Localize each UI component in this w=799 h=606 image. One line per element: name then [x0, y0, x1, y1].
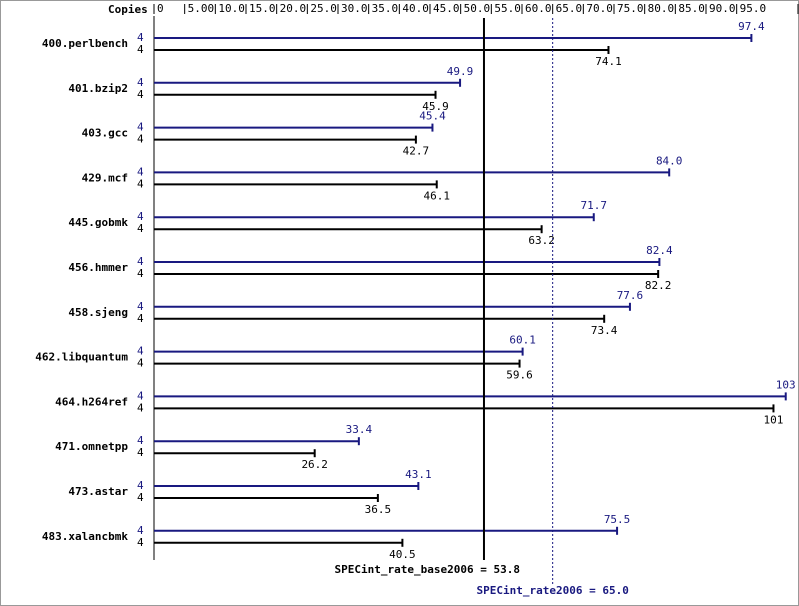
copies-label: 4 — [137, 43, 144, 56]
copies-label: 4 — [137, 300, 144, 313]
copies-label: 4 — [137, 401, 144, 414]
x-tick-label: 65.0 — [556, 2, 583, 15]
copies-label: 4 — [137, 255, 144, 268]
copies-label: 4 — [137, 165, 144, 178]
value-label: 82.4 — [646, 244, 673, 257]
benchmark-name: 462.libquantum — [35, 351, 128, 364]
value-label: 84.0 — [656, 154, 683, 167]
x-tick-label: 85.0 — [678, 2, 705, 15]
x-tick-label: 75.0 — [617, 2, 644, 15]
x-tick-label: 0 — [157, 2, 164, 15]
benchmark-name: 403.gcc — [82, 127, 128, 140]
benchmark-name: 458.sjeng — [68, 306, 128, 319]
x-tick-label: 60.0 — [525, 2, 552, 15]
benchmark-name: 400.perlbench — [42, 37, 128, 50]
value-label: 42.7 — [403, 145, 430, 158]
x-tick-label: 40.0 — [402, 2, 429, 15]
x-tick-label: 10.0 — [218, 2, 245, 15]
x-tick-label: 25.0 — [310, 2, 337, 15]
value-label: 101 — [764, 413, 784, 426]
x-tick-label: 20.0 — [280, 2, 307, 15]
copies-label: 4 — [137, 31, 144, 44]
benchmark-name: 445.gobmk — [68, 216, 128, 229]
benchmark-name: 471.omnetpp — [55, 440, 128, 453]
value-label: 26.2 — [301, 458, 328, 471]
value-label: 33.4 — [346, 423, 373, 436]
value-label: 103 — [776, 378, 796, 391]
copies-label: 4 — [137, 133, 144, 146]
benchmark-name: 401.bzip2 — [68, 82, 128, 95]
benchmark-name: 464.h264ref — [55, 395, 128, 408]
value-label: 82.2 — [645, 279, 672, 292]
value-label: 73.4 — [591, 324, 618, 337]
value-label: 63.2 — [528, 234, 555, 247]
copies-label: 4 — [137, 446, 144, 459]
benchmark-name: 483.xalancbmk — [42, 530, 128, 543]
x-tick-label: 55.0 — [494, 2, 521, 15]
x-tick-label: 95.0 — [740, 2, 767, 15]
value-label: 45.4 — [419, 110, 446, 123]
value-label: 75.5 — [604, 513, 631, 526]
copies-label: 4 — [137, 524, 144, 537]
value-label: 97.4 — [738, 20, 765, 33]
copies-label: 4 — [137, 312, 144, 325]
value-label: 71.7 — [581, 199, 608, 212]
copies-label: 4 — [137, 479, 144, 492]
benchmark-name: 456.hmmer — [68, 261, 128, 274]
x-tick-label: 45.0 — [433, 2, 460, 15]
copies-label: 4 — [137, 88, 144, 101]
reference-label: SPECint_rate2006 = 65.0 — [477, 584, 629, 597]
benchmark-name: 429.mcf — [82, 171, 128, 184]
value-label: 60.1 — [509, 334, 536, 347]
x-tick-label: 15.0 — [249, 2, 276, 15]
x-tick-label: 5.00 — [188, 2, 215, 15]
copies-label: 4 — [137, 210, 144, 223]
copies-header: Copies — [108, 3, 148, 16]
copies-label: 4 — [137, 76, 144, 89]
value-label: 77.6 — [617, 289, 644, 302]
value-label: 40.5 — [389, 548, 416, 561]
copies-label: 4 — [137, 491, 144, 504]
copies-label: 4 — [137, 121, 144, 134]
value-label: 45.9 — [422, 100, 449, 113]
value-label: 36.5 — [365, 503, 392, 516]
x-tick-label: 35.0 — [372, 2, 399, 15]
copies-label: 4 — [137, 345, 144, 358]
x-tick-label: 70.0 — [586, 2, 613, 15]
x-tick-label: 50.0 — [464, 2, 491, 15]
benchmark-name: 473.astar — [68, 485, 128, 498]
x-tick-label: 80.0 — [648, 2, 675, 15]
value-label: 49.9 — [447, 65, 474, 78]
copies-label: 4 — [137, 267, 144, 280]
copies-label: 4 — [137, 357, 144, 370]
value-label: 43.1 — [405, 468, 432, 481]
copies-label: 4 — [137, 177, 144, 190]
value-label: 74.1 — [595, 55, 622, 68]
reference-label: SPECint_rate_base2006 = 53.8 — [335, 563, 520, 576]
value-label: 59.6 — [506, 369, 533, 382]
copies-label: 4 — [137, 434, 144, 447]
copies-label: 4 — [137, 222, 144, 235]
copies-label: 4 — [137, 389, 144, 402]
value-label: 46.1 — [423, 189, 450, 202]
copies-label: 4 — [137, 536, 144, 549]
x-tick-label: 90.0 — [709, 2, 736, 15]
x-tick-label: 30.0 — [341, 2, 368, 15]
